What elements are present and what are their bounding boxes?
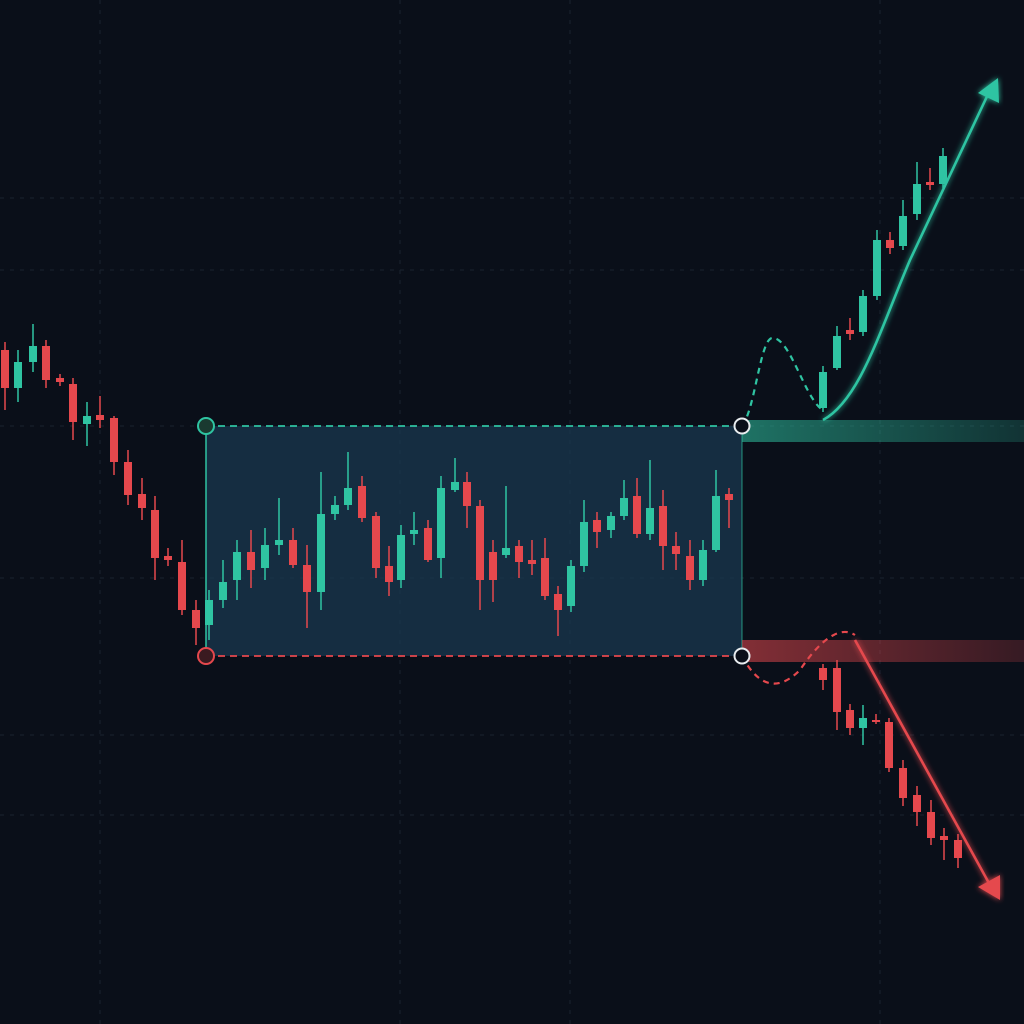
candle-body [633, 496, 641, 534]
candle-body [451, 482, 459, 490]
candle-body [939, 156, 947, 184]
candle-body [463, 482, 471, 506]
candle-body [580, 522, 588, 566]
bearish-arrow-head [978, 875, 1000, 900]
candle-body [372, 516, 380, 568]
bearish-arrow-line [853, 639, 992, 886]
candle-body [607, 516, 615, 530]
candle-body [833, 668, 841, 712]
candle-body [205, 600, 213, 625]
bearish-projection [741, 630, 856, 685]
handles [197, 417, 751, 665]
candle-body [515, 546, 523, 562]
handle[interactable] [733, 417, 751, 435]
handle[interactable] [733, 647, 751, 665]
candle-body [110, 418, 118, 462]
candle-body [489, 552, 497, 580]
candle-body [424, 528, 432, 560]
candle-body [554, 594, 562, 610]
candle-body [476, 506, 484, 580]
handle[interactable] [197, 417, 215, 435]
candle-body [14, 362, 22, 388]
candle-body [686, 556, 694, 580]
candle-body [178, 562, 186, 610]
candle-body [219, 582, 227, 600]
candle-body [437, 488, 445, 558]
candle-body [56, 378, 64, 382]
candle-body [247, 552, 255, 570]
candle-body [819, 668, 827, 680]
candle-body [899, 768, 907, 798]
candle-body [926, 182, 934, 185]
candle-body [899, 216, 907, 246]
candle-body [846, 330, 854, 334]
candle-body [872, 720, 880, 722]
candle-body [69, 384, 77, 422]
candle-body [233, 552, 241, 580]
candle-body [593, 520, 601, 532]
candle-body [502, 548, 510, 555]
candle-body [410, 530, 418, 534]
candle-body [927, 812, 935, 838]
candle-body [886, 240, 894, 248]
candle-body [885, 722, 893, 768]
candle-body [846, 710, 854, 728]
candle-body [528, 560, 536, 564]
candle-body [151, 510, 159, 558]
candle-body [261, 545, 269, 568]
candle-body [819, 372, 827, 408]
bullish-projection [741, 336, 824, 427]
candle-body [873, 240, 881, 296]
breakdown-zone [742, 640, 1024, 662]
candle-body [124, 462, 132, 495]
candle-body [344, 488, 352, 505]
candle-body [672, 546, 680, 554]
candle-body [42, 346, 50, 380]
candle-body [83, 416, 91, 424]
candle-body [303, 565, 311, 592]
candle-body [913, 184, 921, 214]
candle-body [289, 540, 297, 565]
candle-body [940, 836, 948, 840]
candle-body [620, 498, 628, 516]
candle-body [358, 486, 366, 518]
candle-body [275, 540, 283, 545]
bullish-arrow-line [822, 89, 992, 422]
candle-body [833, 336, 841, 368]
candle-body [646, 508, 654, 534]
candle-body [859, 296, 867, 332]
handle[interactable] [197, 647, 215, 665]
bullish-arrow-head [978, 78, 999, 103]
breakout-zone [742, 420, 1024, 442]
candle-body [954, 840, 962, 858]
candle-body [1, 350, 9, 388]
candle-body [712, 496, 720, 550]
candle-body [397, 535, 405, 580]
candle-body [541, 558, 549, 596]
candle-body [567, 566, 575, 606]
candle-body [164, 556, 172, 560]
candles [1, 148, 962, 868]
candle-body [699, 550, 707, 580]
candle-body [331, 505, 339, 514]
candle-body [385, 566, 393, 582]
candle-body [29, 346, 37, 362]
candle-body [859, 718, 867, 728]
candle-body [913, 795, 921, 812]
candle-body [96, 415, 104, 420]
candle-body [192, 610, 200, 628]
candle-body [725, 494, 733, 500]
candle-body [138, 494, 146, 508]
candle-body [659, 506, 667, 546]
projections [741, 78, 1000, 900]
candle-body [317, 514, 325, 592]
